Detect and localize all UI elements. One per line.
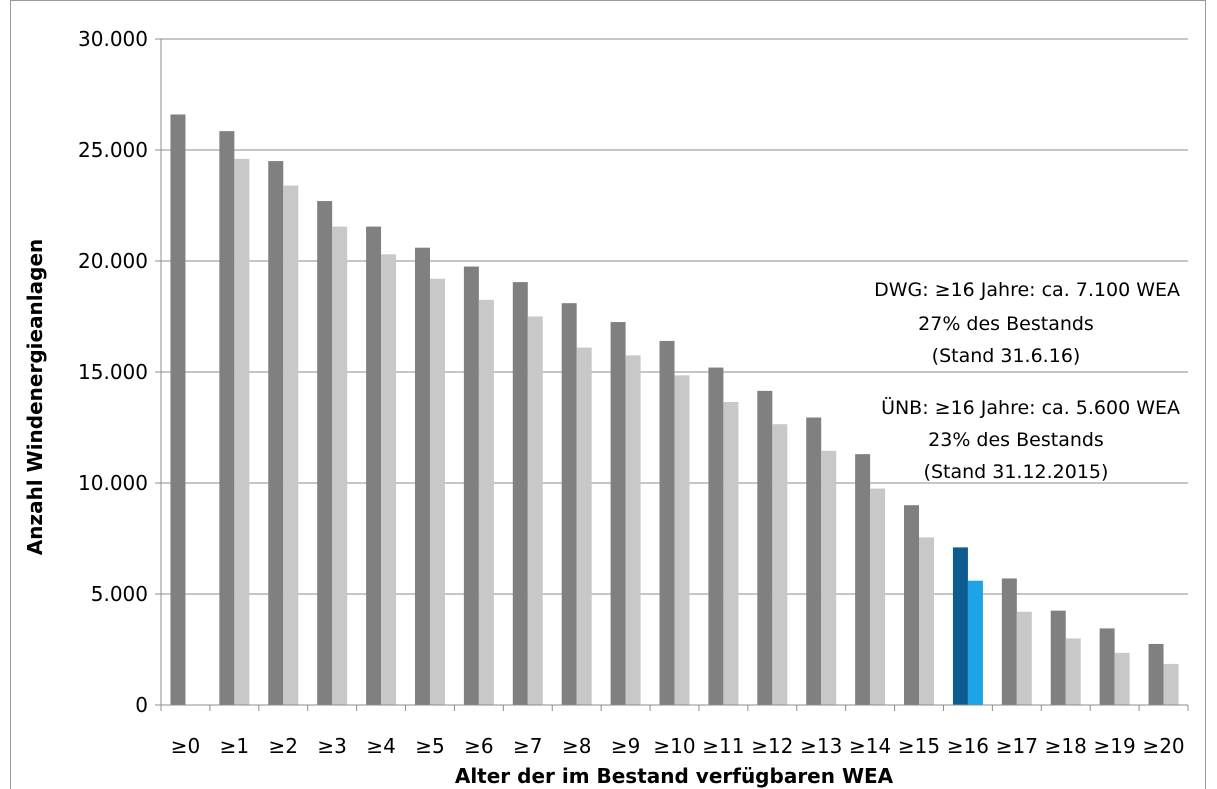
y-tick-label: 30.000 xyxy=(78,27,148,51)
annotation-uenb-line-1: ÜNB: ≥16 Jahre: ca. 5.600 WEA xyxy=(881,396,1180,419)
x-tick-label: ≥4 xyxy=(366,734,395,758)
bar-series-1-1 xyxy=(219,131,235,705)
y-tick-label: 25.000 xyxy=(78,138,148,162)
x-tick-label: ≥15 xyxy=(898,734,940,758)
bar-series-1-4 xyxy=(366,226,382,705)
y-axis-title: Anzahl Windenergieanlagen xyxy=(23,239,47,556)
bar-series-1-14 xyxy=(855,454,871,705)
bar-series-1-0 xyxy=(170,114,186,706)
bar-series-2-4 xyxy=(381,254,397,705)
axes xyxy=(155,38,1189,711)
x-tick-label: ≥13 xyxy=(800,734,842,758)
bar-series-1-9 xyxy=(610,322,626,705)
annotation-dwg-line-3: (Stand 31.6.16) xyxy=(932,345,1081,367)
bar-series-2-12 xyxy=(772,424,788,705)
x-tick-labels: ≥0 ≥1 ≥2 ≥3 ≥4 ≥5 ≥6 ≥7 ≥8 ≥9 ≥10 ≥11 ≥12 ≥13 ≥14 ≥15 ≥1… xyxy=(171,734,1185,758)
x-tick-label: ≥0 xyxy=(171,734,200,758)
y-tick-label: 15.000 xyxy=(78,360,148,384)
y-tick-labels: 0 5.000 10.000 15.000 20.000 25.000 30.000 xyxy=(78,27,148,717)
x-tick-label: ≥20 xyxy=(1142,734,1184,758)
bar-series-2-8 xyxy=(576,347,592,705)
bar-series-2-11 xyxy=(723,401,739,705)
x-tick-label: ≥19 xyxy=(1094,734,1136,758)
bar-series-1-10 xyxy=(659,340,675,705)
x-tick-label: ≥11 xyxy=(702,734,744,758)
bar-series-2-18 xyxy=(1065,638,1081,705)
x-tick-label: ≥7 xyxy=(513,734,542,758)
bar-series-2-10 xyxy=(674,375,690,705)
bar-series-1-2 xyxy=(268,161,284,706)
x-tick-label: ≥3 xyxy=(317,734,346,758)
chart-frame xyxy=(10,0,1206,789)
annotation-dwg-line-1: DWG: ≥16 Jahre: ca. 7.100 WEA xyxy=(874,279,1180,301)
x-tick-label: ≥2 xyxy=(269,734,298,758)
x-tick-label: ≥10 xyxy=(653,734,695,758)
bar-series-1-12 xyxy=(757,390,773,705)
bar-series-2-6 xyxy=(478,299,494,705)
bar-series-1-17 xyxy=(1001,578,1017,705)
bar-series-2-19 xyxy=(1114,652,1130,705)
x-tick-label: ≥12 xyxy=(751,734,793,758)
bar-series-1-5 xyxy=(414,247,430,705)
bar-series-2-1 xyxy=(234,158,250,705)
annotation-uenb-line-3: (Stand 31.12.2015) xyxy=(924,461,1109,483)
bar-series-2-16 xyxy=(967,580,983,705)
bar-series-2-2 xyxy=(283,185,299,705)
x-tick-label: ≥17 xyxy=(996,734,1038,758)
x-tick-label: ≥5 xyxy=(415,734,444,758)
x-axis-title: Alter der im Bestand verfügbaren WEA xyxy=(455,764,894,788)
bar-series-1-6 xyxy=(463,266,479,705)
annotation-dwg: DWG: ≥16 Jahre: ca. 7.100 WEA 27% des Be… xyxy=(874,279,1180,367)
bar-series-1-13 xyxy=(806,417,822,705)
bar-series-1-3 xyxy=(317,201,333,705)
bar-series-2-17 xyxy=(1016,611,1032,705)
bar-series-2-13 xyxy=(821,450,837,705)
y-tick-label: 0 xyxy=(135,693,148,717)
y-tick-label: 20.000 xyxy=(78,249,148,273)
bar-series-2-7 xyxy=(527,316,543,705)
x-tick-label: ≥9 xyxy=(611,734,640,758)
x-tick-label: ≥8 xyxy=(562,734,591,758)
bar-series-1-16 xyxy=(952,547,968,705)
annotation-uenb: ÜNB: ≥16 Jahre: ca. 5.600 WEA 23% des Be… xyxy=(881,396,1180,483)
annotation-dwg-line-2: 27% des Bestands xyxy=(918,313,1094,335)
bar-series-1-19 xyxy=(1099,628,1115,705)
y-tick-label: 5.000 xyxy=(91,582,148,606)
x-tick-label: ≥18 xyxy=(1045,734,1087,758)
bar-series-2-5 xyxy=(429,278,445,705)
bar-series-1-15 xyxy=(904,505,920,705)
bar-series-1-20 xyxy=(1148,643,1164,705)
bar-series-2-15 xyxy=(919,537,935,705)
bar-series-2-20 xyxy=(1163,663,1179,705)
bar-series-1-18 xyxy=(1050,610,1066,705)
bar-series-1-11 xyxy=(708,367,724,705)
bars xyxy=(170,114,1179,706)
x-tick-label: ≥16 xyxy=(947,734,989,758)
bar-series-2-14 xyxy=(870,488,886,705)
bar-series-1-7 xyxy=(512,282,528,705)
bar-series-1-8 xyxy=(561,303,577,705)
bar-series-2-9 xyxy=(625,355,641,705)
bar-series-2-3 xyxy=(332,226,348,705)
x-tick-label: ≥1 xyxy=(220,734,249,758)
x-tick-label: ≥6 xyxy=(464,734,493,758)
y-tick-label: 10.000 xyxy=(78,471,148,495)
x-tick-label: ≥14 xyxy=(849,734,891,758)
annotation-uenb-line-2: 23% des Bestands xyxy=(928,429,1104,451)
